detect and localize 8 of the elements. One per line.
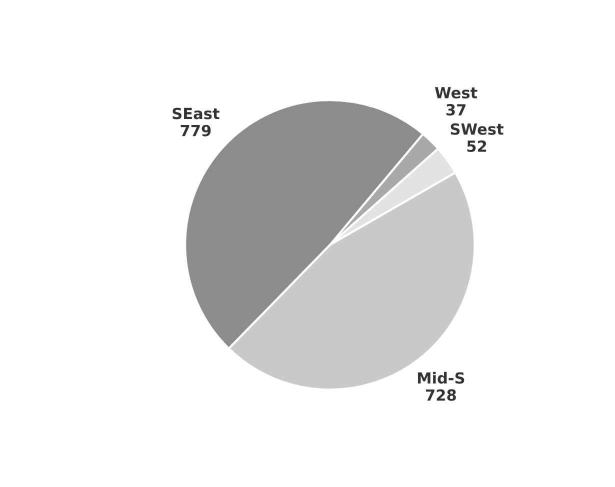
- slice-label: Mid-S: [418, 372, 464, 384]
- data-label: 779: [180, 124, 211, 136]
- slice-label: West: [435, 87, 478, 98]
- data-label: 37: [446, 104, 466, 116]
- slice-label: SWest: [450, 123, 504, 135]
- slice-label: SEast: [172, 108, 220, 120]
- data-label: 52: [467, 140, 486, 152]
- data-label: 728: [426, 389, 456, 401]
